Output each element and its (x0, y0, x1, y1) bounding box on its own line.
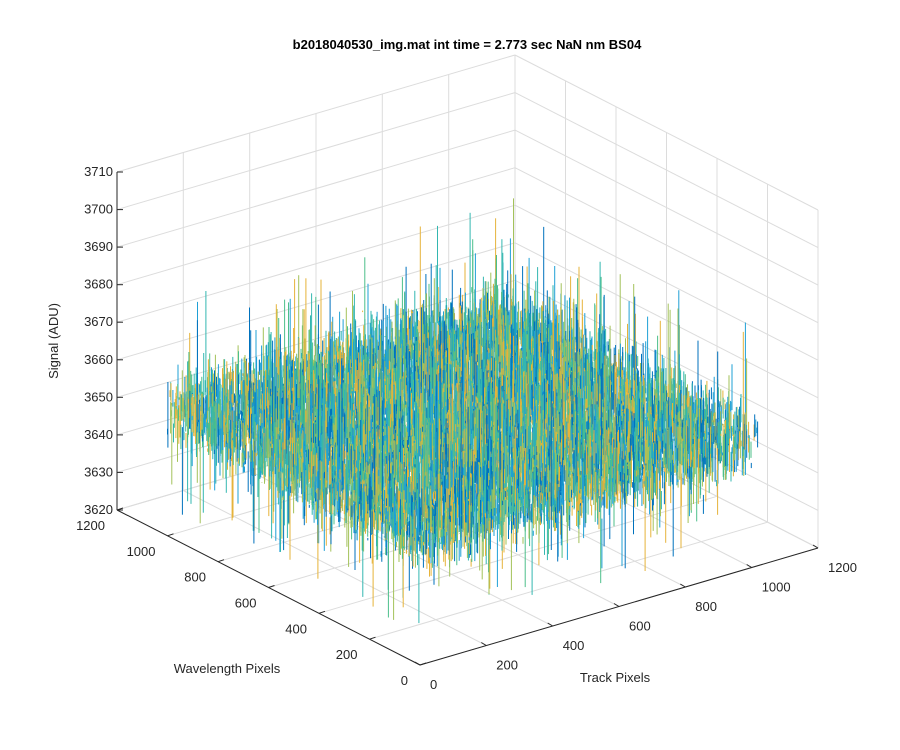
side-wall-grid-line (514, 92, 819, 249)
back-wall-grid-line (116, 92, 516, 211)
side-wall-grid-line (514, 54, 819, 211)
back-wall-grid-line (116, 167, 516, 286)
back-wall-grid-line (116, 129, 516, 248)
side-wall-grid-line (514, 279, 819, 436)
side-wall-grid-line (514, 204, 819, 361)
floor-grid-line (369, 521, 768, 640)
side-wall-grid-line (514, 242, 819, 399)
back-wall-grid-line (116, 54, 516, 173)
side-wall-grid-line (514, 129, 819, 286)
back-wall-grid-line (116, 204, 516, 323)
side-wall-grid-line (514, 167, 819, 324)
surface-data (167, 198, 759, 624)
